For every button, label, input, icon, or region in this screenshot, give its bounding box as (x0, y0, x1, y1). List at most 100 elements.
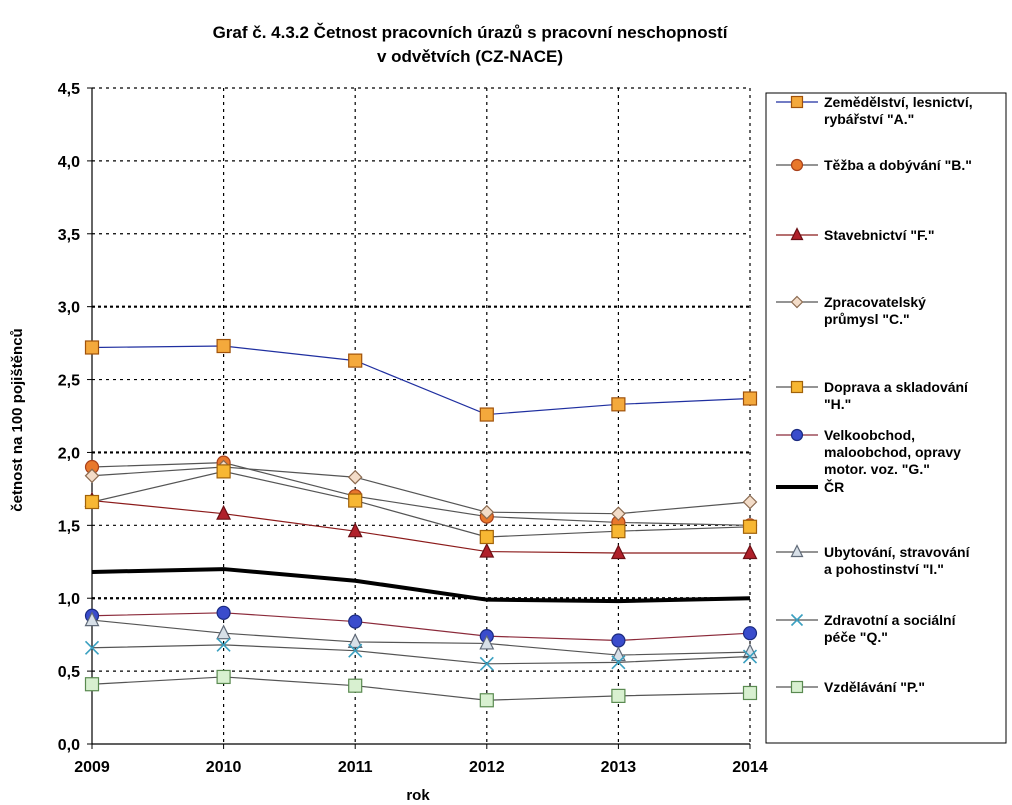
data-point-square (479, 693, 494, 708)
series-line (91, 619, 751, 656)
y-tick-label: 4,0 (58, 154, 80, 171)
x-tick-label: 2011 (338, 759, 373, 776)
data-point-triangle (790, 227, 804, 241)
series-line (91, 499, 750, 554)
series-line (91, 462, 751, 526)
legend-label: Ubytování, stravování (824, 544, 971, 560)
y-tick-label: 0,0 (58, 737, 80, 754)
series (84, 338, 758, 708)
series-line (91, 466, 751, 515)
data-point-triangle (84, 611, 100, 627)
data-point-circle (611, 633, 626, 648)
data-point-square (348, 353, 363, 368)
legend-label: "H." (824, 396, 851, 412)
data-point-square (348, 678, 363, 693)
data-point-triangle (742, 544, 758, 560)
x-tick-label: 2010 (206, 759, 242, 776)
x-tick-label: 2014 (732, 759, 768, 776)
legend-entry-2: Stavebnictví "F." (776, 227, 935, 243)
series-line (91, 470, 751, 538)
tick-labels: 0,0 0,5 1,0 1,5 2,0 2,5 3,0 3,5 4,0 4,5 2009 2010 20… (58, 81, 768, 776)
data-point-square (348, 493, 363, 508)
legend-entry-0: Zemědělství, lesnictví,rybářství "A." (776, 94, 973, 127)
x-tick-label: 2009 (74, 759, 110, 776)
y-tick-label: 2,0 (58, 445, 80, 462)
data-point-square (611, 688, 626, 703)
series-0 (84, 338, 758, 422)
data-point-triangle (479, 542, 495, 558)
data-point-diamond (347, 469, 363, 485)
data-point-square (216, 669, 231, 685)
data-point-square (479, 407, 494, 422)
axes (87, 87, 751, 749)
data-point-square (790, 680, 804, 694)
data-point-square (790, 380, 804, 394)
data-point-square (742, 519, 758, 534)
data-point-diamond (479, 504, 495, 520)
data-point-square (742, 391, 758, 406)
legend-label: a pohostinství "I." (824, 561, 944, 577)
series-9 (84, 669, 758, 708)
legend-label: Zpracovatelský (824, 294, 926, 310)
legend-label: rybářství "A." (824, 111, 914, 127)
y-tick-label: 1,0 (58, 591, 80, 608)
legend-entry-9: Vzdělávání "P." (776, 679, 925, 695)
y-tick-label: 4,5 (58, 81, 80, 98)
data-point-square (790, 95, 804, 109)
legend-label: Zdravotní a sociální (824, 612, 957, 628)
data-point-triangle (347, 633, 363, 649)
legend-label: Těžba a dobývání "B." (824, 157, 972, 173)
data-point-circle (348, 614, 363, 629)
data-point-square (611, 397, 626, 412)
legend-label: Stavebnictví "F." (824, 227, 935, 243)
data-point-circle (742, 626, 758, 641)
series-line (91, 676, 751, 701)
data-point-x (742, 649, 758, 664)
data-point-x (348, 643, 363, 658)
data-point-triangle (216, 624, 232, 640)
series-line (91, 567, 751, 604)
chart-title-line-1: Graf č. 4.3.2 Četnost pracovních úrazů s… (213, 23, 729, 42)
series-5 (84, 605, 758, 648)
legend-label: ČR (824, 478, 844, 495)
y-tick-label: 1,5 (58, 518, 80, 535)
data-point-square (216, 464, 231, 479)
data-point-square (84, 677, 100, 692)
legend-box (765, 92, 1007, 744)
legend-label: Zemědělství, lesnictví, (824, 94, 973, 110)
data-point-square (84, 340, 100, 355)
series-8 (84, 637, 758, 671)
data-point-x (611, 655, 626, 670)
data-point-x (790, 613, 804, 627)
legend-entry-4: Doprava a skladování"H." (776, 379, 969, 412)
y-tick-label: 3,5 (58, 227, 80, 244)
data-point-diamond (611, 506, 626, 522)
series-line (91, 612, 751, 642)
legend-entry-6: ČR (776, 478, 844, 495)
chart-title-line-2: v odvětvích (CZ-NACE) (377, 47, 563, 66)
y-tick-label: 2,5 (58, 373, 80, 390)
data-point-square (479, 529, 494, 545)
data-point-circle (216, 605, 231, 620)
data-point-diamond (742, 494, 758, 510)
data-point-triangle (790, 544, 804, 558)
legend-label: Velkoobchod, (824, 427, 915, 443)
legend: Zemědělství, lesnictví,rybářství "A." Těž… (776, 94, 973, 695)
legend-label: maloobchod, opravy (824, 444, 961, 460)
series-4 (84, 464, 758, 545)
legend-label: průmysl "C." (824, 311, 910, 327)
data-point-triangle (479, 634, 495, 650)
data-point-circle (790, 428, 804, 442)
data-point-x (216, 637, 231, 652)
series-7 (84, 611, 758, 662)
series-3 (84, 459, 758, 522)
data-point-triangle (610, 646, 626, 662)
series-1 (84, 455, 758, 533)
y-tick-label: 3,0 (58, 300, 80, 317)
legend-entry-1: Těžba a dobývání "B." (776, 157, 972, 173)
legend-label: Doprava a skladování (824, 379, 969, 395)
